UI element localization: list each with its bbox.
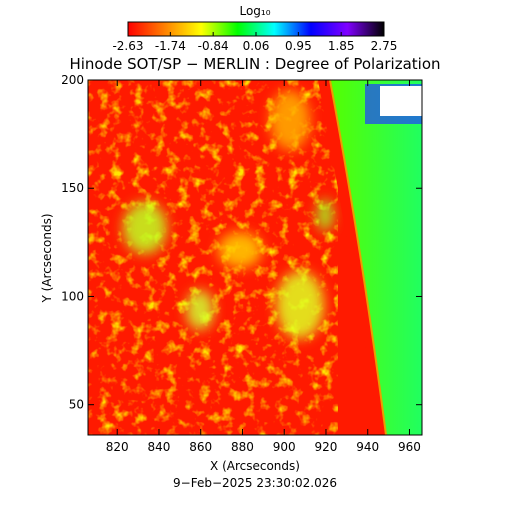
- y-axis-label: Y (Arcseconds): [40, 213, 54, 303]
- colorbar-tick-label: 0.06: [243, 39, 270, 53]
- x-tick-label: 840: [148, 440, 171, 454]
- chart-title: Hinode SOT/SP − MERLIN : Degree of Polar…: [69, 55, 440, 73]
- colorbar-tick-label: 1.85: [328, 39, 355, 53]
- x-tick-label: 960: [398, 440, 421, 454]
- footer: 9−Feb−2025 23:30:02.026: [173, 476, 337, 490]
- y-tick-label: 50: [69, 398, 84, 412]
- x-axis-label: X (Arcseconds): [210, 459, 300, 473]
- x-tick-label: 820: [106, 440, 129, 454]
- plot-frame: [87, 79, 423, 436]
- colorbar-tick-label: -1.74: [155, 39, 186, 53]
- x-tick-label: 860: [189, 440, 212, 454]
- colorbar-label: Log₁₀: [239, 4, 270, 18]
- colorbar-tick-label: -2.63: [112, 39, 143, 53]
- y-tick-label: 200: [61, 73, 84, 87]
- y-tick-label: 100: [61, 289, 84, 303]
- x-tick-label: 880: [231, 440, 254, 454]
- colorbar-tick-label: 0.95: [285, 39, 312, 53]
- x-tick-label: 940: [356, 440, 379, 454]
- x-tick-label: 900: [273, 440, 296, 454]
- solar-image: [88, 80, 422, 435]
- colorbar-tick-label: -0.84: [198, 39, 229, 53]
- colorbar-tick-label: 2.75: [371, 39, 398, 53]
- x-tick-label: 920: [315, 440, 338, 454]
- y-tick-label: 150: [61, 181, 84, 195]
